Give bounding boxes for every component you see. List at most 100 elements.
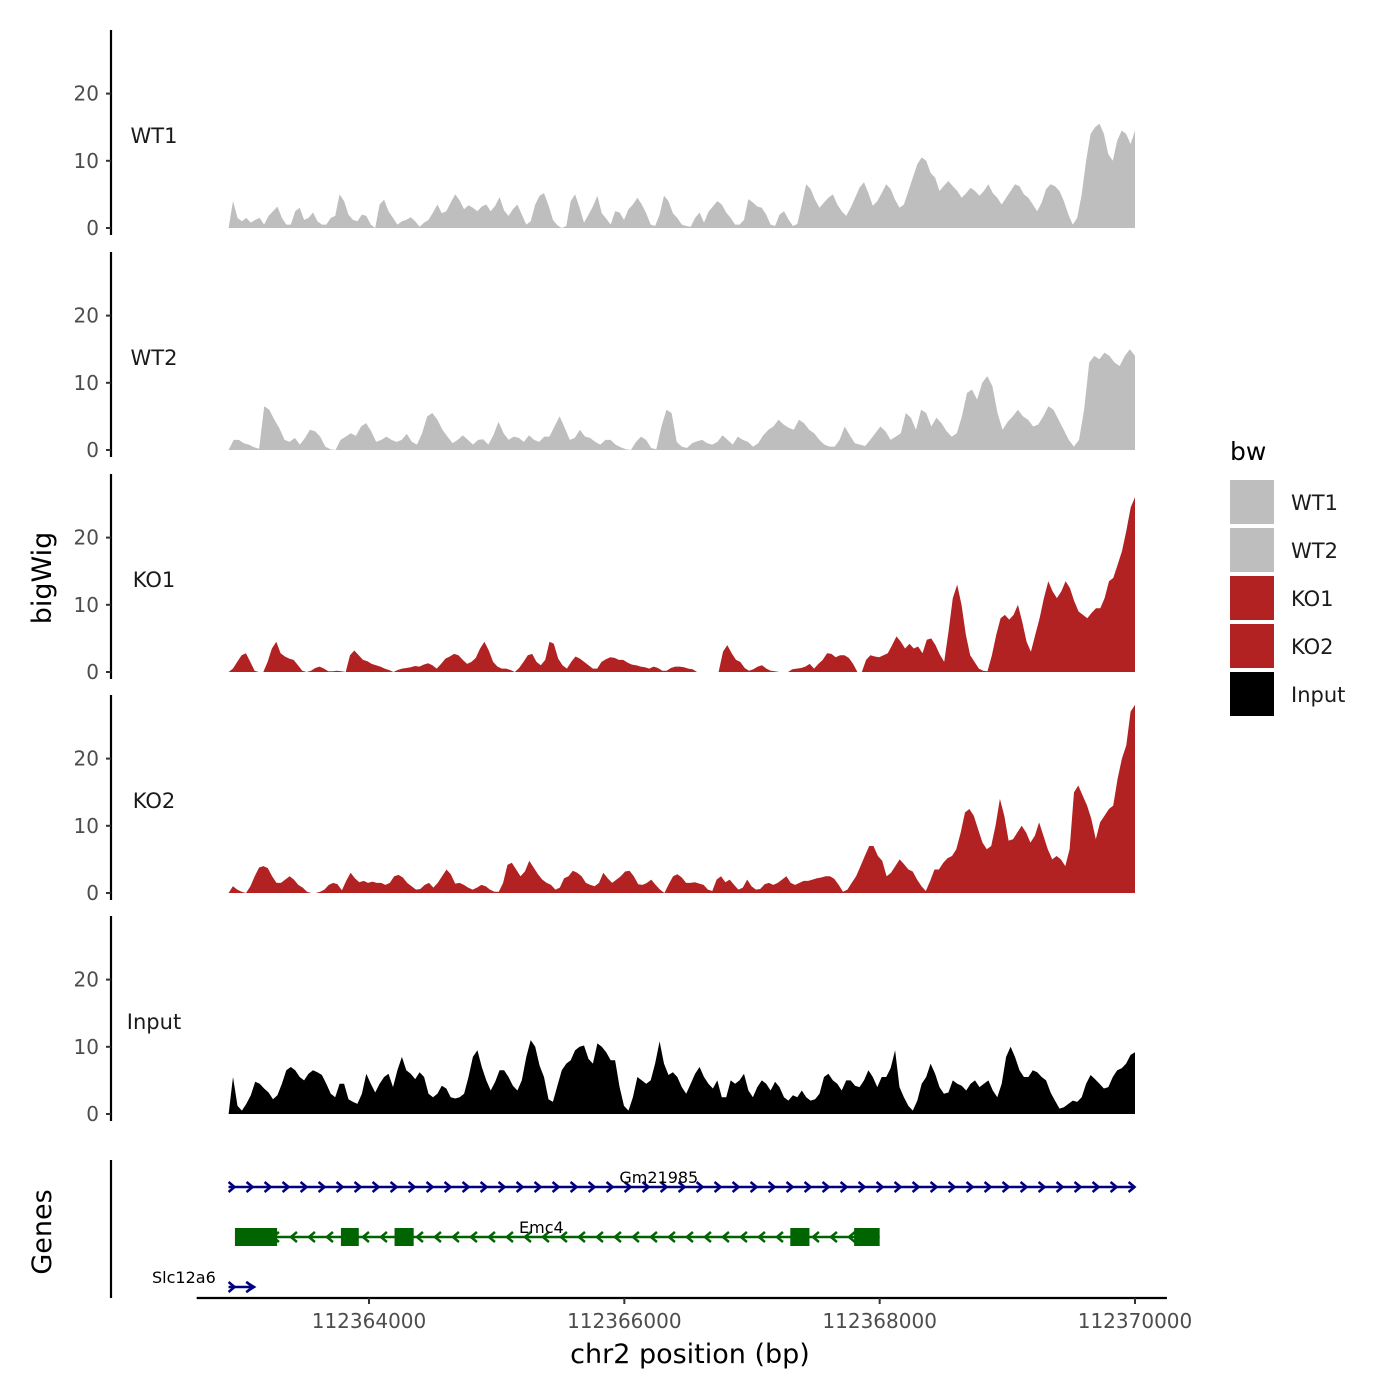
exon [854,1228,880,1246]
x-axis-title: chr2 position (bp) [570,1339,810,1370]
strand-arrow [666,1231,676,1243]
gene-label: Gm21985 [619,1168,698,1187]
strand-arrow [461,1181,471,1193]
legend-label-wt2: WT2 [1291,539,1338,563]
gene-emc4: Emc4 [234,1218,880,1246]
gene-track: Gm21985 Emc4 Slc12a6 [109,1160,1137,1298]
strand-arrow [432,1231,442,1243]
strand-arrow [983,1181,993,1193]
legend-label-input: Input [1291,683,1345,707]
y-tick-label: 10 [74,593,99,617]
strand-arrow [389,1181,399,1193]
signal-tracks: 0 10 20 WT1 0 10 20 WT2 0 10 20 KO1 0 10 20 KO2 0 10 20 Inp… [74,30,1136,1126]
legend-label-wt1: WT1 [1291,491,1338,515]
strand-arrow [641,1181,651,1193]
y-tick-label: 20 [74,82,99,106]
strand-arrow [893,1181,903,1193]
strand-arrow [587,1181,597,1193]
strand-arrow [1127,1181,1137,1193]
gene-slc12a6: Slc12a6 [152,1268,257,1294]
strand-arrow [263,1181,273,1193]
strand-arrow [911,1181,921,1193]
strand-arrow [576,1231,586,1243]
track-panel-input: 0 10 20 Input [74,916,1136,1126]
genes-axis-title: Genes [27,1189,58,1274]
exon [790,1228,810,1246]
legend-swatch-ko2 [1230,624,1274,668]
strand-arrow [1001,1181,1011,1193]
strand-arrow [756,1231,766,1243]
gene-label: Emc4 [519,1218,564,1237]
strand-arrow [324,1231,334,1243]
strand-arrow [605,1181,615,1193]
strand-arrow [623,1181,633,1193]
strand-arrow [738,1231,748,1243]
strand-arrow [630,1231,640,1243]
strand-arrow [245,1181,255,1193]
legend-swatch-ko1 [1230,576,1274,620]
y-tick-label: 0 [86,660,99,684]
strand-arrow [839,1181,849,1193]
y-tick-label: 0 [86,438,99,462]
strand-arrow [306,1231,316,1243]
strand-arrow [695,1181,705,1193]
strand-arrow [281,1181,291,1193]
strand-arrow [810,1231,820,1243]
strand-arrow [558,1231,568,1243]
legend-swatch-wt2 [1230,528,1274,572]
strand-arrow [929,1181,939,1193]
legend-label-ko2: KO2 [1291,635,1334,659]
strand-arrow [713,1181,723,1193]
strand-arrow [443,1181,453,1193]
track-panel-ko1: 0 10 20 KO1 [74,474,1136,684]
strand-arrow [875,1181,885,1193]
strand-arrow [468,1231,478,1243]
strand-arrow [684,1231,694,1243]
y-tick-label: 20 [74,747,99,771]
strand-arrow [450,1231,460,1243]
strand-arrow [522,1231,532,1243]
legend-swatch-input [1230,672,1274,716]
y-tick-label: 20 [74,968,99,992]
strand-arrow [594,1231,604,1243]
track-label-ko1: KO1 [133,568,176,592]
strand-arrow [821,1181,831,1193]
strand-arrow [846,1231,856,1243]
strand-arrow [648,1231,658,1243]
signal-area-ko2 [228,704,1136,893]
strand-arrow [731,1181,741,1193]
exon [340,1228,359,1246]
gene-gm21985: Gm21985 [227,1168,1137,1193]
strand-arrow [1073,1181,1083,1193]
strand-arrow [749,1181,759,1193]
strand-arrow [551,1181,561,1193]
strand-arrow [479,1181,489,1193]
strand-arrow [677,1181,687,1193]
x-tick-label: 112368000 [822,1309,937,1333]
strand-arrow [414,1231,424,1243]
legend-title: bw [1230,437,1266,466]
strand-arrow [353,1181,363,1193]
signal-area-wt1 [228,123,1136,228]
strand-arrow [774,1231,784,1243]
y-tick-label: 10 [74,371,99,395]
strand-arrow [965,1181,975,1193]
track-label-input: Input [127,1010,181,1034]
strand-arrow [828,1231,838,1243]
strand-arrow [227,1281,237,1293]
strand-arrow [1109,1181,1119,1193]
strand-arrow [317,1181,327,1193]
strand-arrow [378,1231,388,1243]
x-tick-label: 112370000 [1078,1309,1193,1333]
strand-arrow [299,1181,309,1193]
strand-arrow [533,1181,543,1193]
legend: bw WT1 WT2 KO1 KO2 Input [1230,437,1345,716]
strand-arrow [785,1181,795,1193]
y-tick-label: 10 [74,1035,99,1059]
strand-arrow [486,1231,496,1243]
strand-arrow [497,1181,507,1193]
strand-arrow [1091,1181,1101,1193]
x-tick-label: 112366000 [567,1309,682,1333]
strand-arrow [1019,1181,1029,1193]
track-label-wt2: WT2 [131,346,178,370]
